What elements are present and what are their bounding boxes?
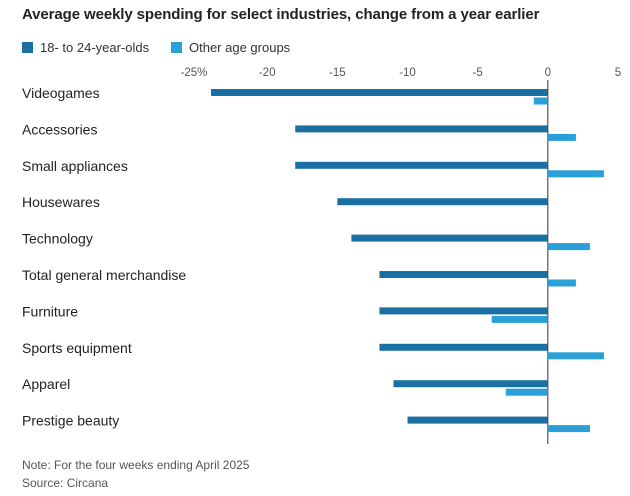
bar-18-24: [351, 234, 548, 242]
bar-18-24: [295, 125, 548, 133]
category-label: Furniture: [22, 303, 78, 319]
category-label: Prestige beauty: [22, 413, 119, 429]
category-label: Housewares: [22, 194, 100, 210]
x-tick-label: -15: [329, 67, 346, 79]
bar-18-24: [337, 198, 548, 206]
legend-item-18-24: 18- to 24-year-olds: [22, 40, 149, 55]
chart-title: Average weekly spending for select indus…: [22, 6, 540, 23]
category-label: Total general merchandise: [22, 267, 186, 283]
bar-18-24: [407, 416, 548, 424]
category-label: Videogames: [22, 85, 100, 101]
legend-label-18-24: 18- to 24-year-olds: [40, 40, 150, 55]
category-label: Small appliances: [22, 158, 128, 174]
bar-other-age-groups: [491, 315, 548, 323]
legend-swatch-other: [171, 42, 182, 53]
legend-item-other: Other age groups: [171, 40, 290, 55]
x-tick-label: 0: [545, 67, 551, 79]
legend-label-other: Other age groups: [189, 40, 291, 55]
x-tick-label: -20: [259, 67, 276, 79]
category-label: Technology: [22, 231, 93, 247]
bar-other-age-groups: [533, 97, 548, 105]
category-label: Apparel: [22, 376, 70, 392]
x-tick-label: 5: [615, 67, 621, 79]
bar-18-24: [393, 380, 548, 388]
bar-other-age-groups: [547, 352, 604, 360]
bar-18-24: [295, 161, 548, 169]
bar-other-age-groups: [547, 279, 576, 287]
bar-other-age-groups: [505, 388, 548, 396]
bar-other-age-groups: [547, 133, 576, 141]
category-label: Accessories: [22, 121, 97, 137]
bar-other-age-groups: [547, 243, 590, 251]
chart-note: Note: For the four weeks ending April 20…: [22, 458, 250, 472]
category-label: Sports equipment: [22, 340, 132, 356]
bar-18-24: [379, 271, 548, 278]
chart-source: Source: Circana: [22, 476, 109, 490]
bar-18-24: [211, 89, 548, 96]
bar-other-age-groups: [547, 170, 604, 178]
x-tick-label: -5: [473, 67, 483, 79]
x-tick-label: -10: [399, 67, 416, 79]
bar-other-age-groups: [547, 425, 590, 433]
bar-18-24: [379, 307, 548, 315]
legend-swatch-18-24: [22, 42, 33, 53]
bar-18-24: [379, 343, 548, 351]
x-tick-label: -25%: [181, 67, 208, 79]
